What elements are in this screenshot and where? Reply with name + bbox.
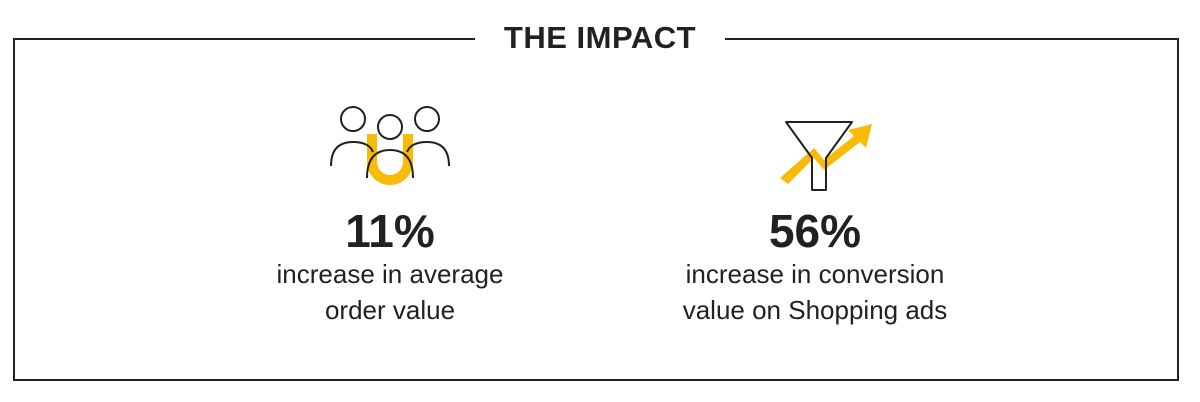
stat-description: increase in conversion value on Shopping…: [682, 259, 948, 325]
stat-value: 11%: [345, 205, 435, 257]
stat-order-value: 11% increase in average order value: [230, 100, 550, 328]
stat-conversion-value: 56% increase in conversion value on Shop…: [630, 100, 1000, 328]
audience-icon: [330, 106, 450, 185]
impact-frame: [13, 38, 1179, 381]
section-heading: THE IMPACT: [475, 16, 725, 60]
funnel-growth-icon: [780, 121, 872, 191]
stat-value: 56%: [768, 205, 862, 257]
stat-description: increase in average order value: [276, 259, 504, 325]
